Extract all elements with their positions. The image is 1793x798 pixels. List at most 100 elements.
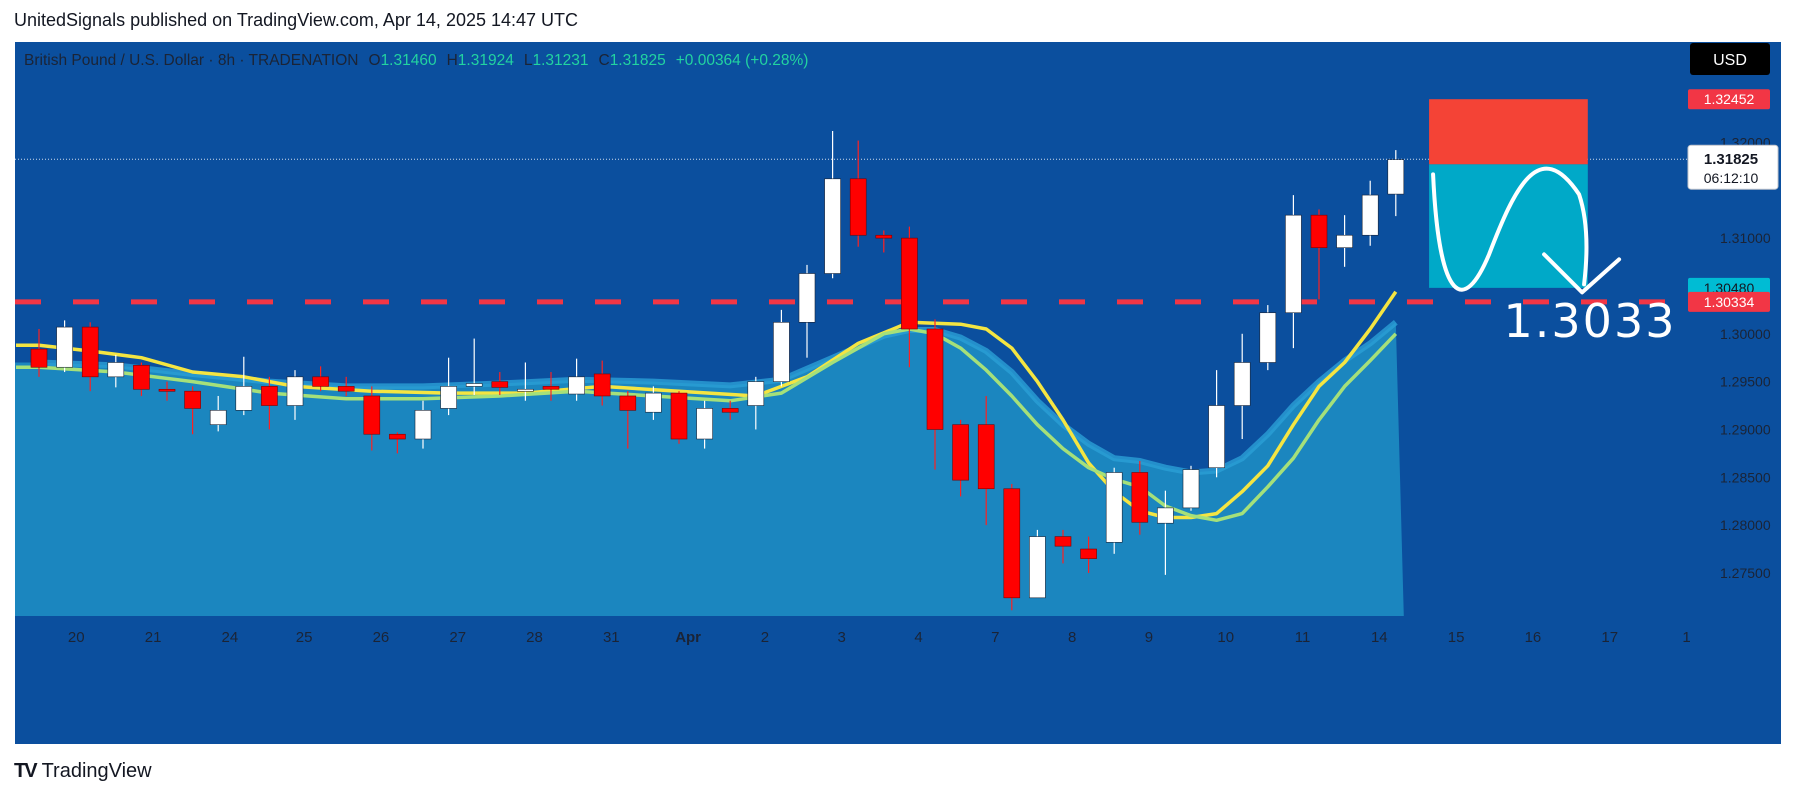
candle-down [875,234,893,239]
x-tick-label: 15 [1448,629,1465,646]
high-label: H [447,52,458,69]
x-tick-label: 25 [296,629,313,646]
x-tick-label: 11 [1295,629,1311,646]
candle-down [593,373,611,397]
y-tick-label: 1.31000 [1720,230,1771,246]
candle-up [824,178,841,274]
candle-up [696,408,713,440]
x-tick-label: 8 [1068,629,1076,646]
candle-up [517,388,534,392]
level-layer [15,158,1695,305]
candle-up [56,326,73,368]
candle-up [773,322,790,382]
candle-down [849,178,867,236]
x-tick-label: 21 [145,629,162,646]
candle-down [901,237,918,330]
level-price-tag-bg [1688,291,1770,312]
candle-down [1054,536,1072,547]
tradingview-wordmark[interactable]: TradingView [41,760,152,782]
level-price-tag: 1.30334 [1704,294,1755,310]
candle-up [1285,214,1302,314]
candle-up [1105,472,1123,543]
symbol-name: British Pound / U.S. Dollar · 8h · TRADE… [24,52,359,69]
candle-down [389,433,406,440]
x-tick-label: 24 [222,629,239,646]
candle-up [1387,159,1405,195]
candle-up [747,381,765,406]
x-tick-label: 2 [761,629,769,646]
y-tick-label: 1.29500 [1720,374,1771,390]
candle-up [286,376,304,406]
tradingview-footer: TV TradingView [14,760,152,783]
candle-down [1080,548,1097,559]
symbol-legend: British Pound / U.S. Dollar · 8h · TRADE… [24,52,808,69]
ma-green-line [16,327,1398,523]
candle-up [568,376,585,395]
candle-down [721,408,739,413]
take-profit-box [1429,164,1588,288]
candle-down [81,326,99,378]
x-tick-label: 27 [449,629,466,646]
candle-down [1131,472,1149,523]
y-tick-label: 1.28500 [1720,469,1771,485]
candle-up [798,273,816,323]
candle-up [645,392,662,413]
candle-up [1336,234,1353,248]
candle-up [209,410,227,425]
candle-up [440,386,457,409]
candle-down [184,390,201,409]
x-tick-label: Apr [675,629,701,646]
candle-down [491,381,509,388]
drawn-wave-arrow [1431,166,1589,292]
candle-down [337,386,355,392]
candle-up [1182,469,1200,509]
candle-up [1029,536,1046,599]
y-tick-label: 1.27500 [1720,565,1771,581]
candle-up [235,386,253,411]
y-tick-label: 1.30000 [1720,326,1771,342]
open-value: 1.31460 [381,52,437,69]
stop-price-tag-bg [1688,89,1770,110]
x-tick-label: 7 [991,629,999,646]
y-tick-label: 1.28000 [1720,517,1771,533]
candle-down [952,424,969,481]
candle-up [465,383,483,387]
last-price-tag-bg [1687,144,1779,190]
y-tick-label: 1.29000 [1720,421,1771,437]
candle-down [158,388,176,392]
candle-layer [30,130,1405,611]
candle-up [1259,312,1277,363]
publisher-line: UnitedSignals published on TradingView.c… [14,10,579,30]
candle-down [670,392,688,440]
x-tick-label: 4 [914,629,922,646]
candle-down [363,395,381,435]
candle-down [261,386,278,406]
candle-up [1208,405,1225,469]
x-tick-label: 1 [1682,629,1690,646]
stop-price-tag: 1.32452 [1704,91,1755,107]
low-value: 1.31231 [532,52,588,69]
tradingview-logo-icon: TV [14,760,38,782]
candle-down [312,376,329,387]
open-label: O [369,52,381,69]
stop-loss-box [1429,99,1588,165]
position-layer [1429,99,1622,295]
candle-down [30,348,48,368]
chart-panel[interactable]: 20 21 24 25 26 27 28 31 Apr 2 3 4 7 8 9 10 11 14 15 16 17 1 1.… [15,42,1781,744]
x-tick-label: 16 [1525,629,1542,646]
candle-up [1361,194,1379,236]
candlestick-chart[interactable]: 20 21 24 25 26 27 28 31 Apr 2 3 4 7 8 9 10 11 14 15 16 17 1 1.… [15,42,1781,744]
candle-down [619,395,637,411]
candle-down [926,328,944,430]
candle-down [1310,214,1328,248]
x-tick-label: 31 [603,629,620,646]
candle-up [107,362,125,378]
candle-down [542,386,560,390]
x-tick-label: 9 [1145,629,1153,646]
x-tick-label: 20 [68,629,85,646]
candle-down [977,424,995,490]
x-tick-label: 17 [1601,629,1618,646]
high-value: 1.31924 [458,52,514,69]
currency-button-label: USD [1713,52,1747,69]
currency-button[interactable] [1690,43,1770,75]
